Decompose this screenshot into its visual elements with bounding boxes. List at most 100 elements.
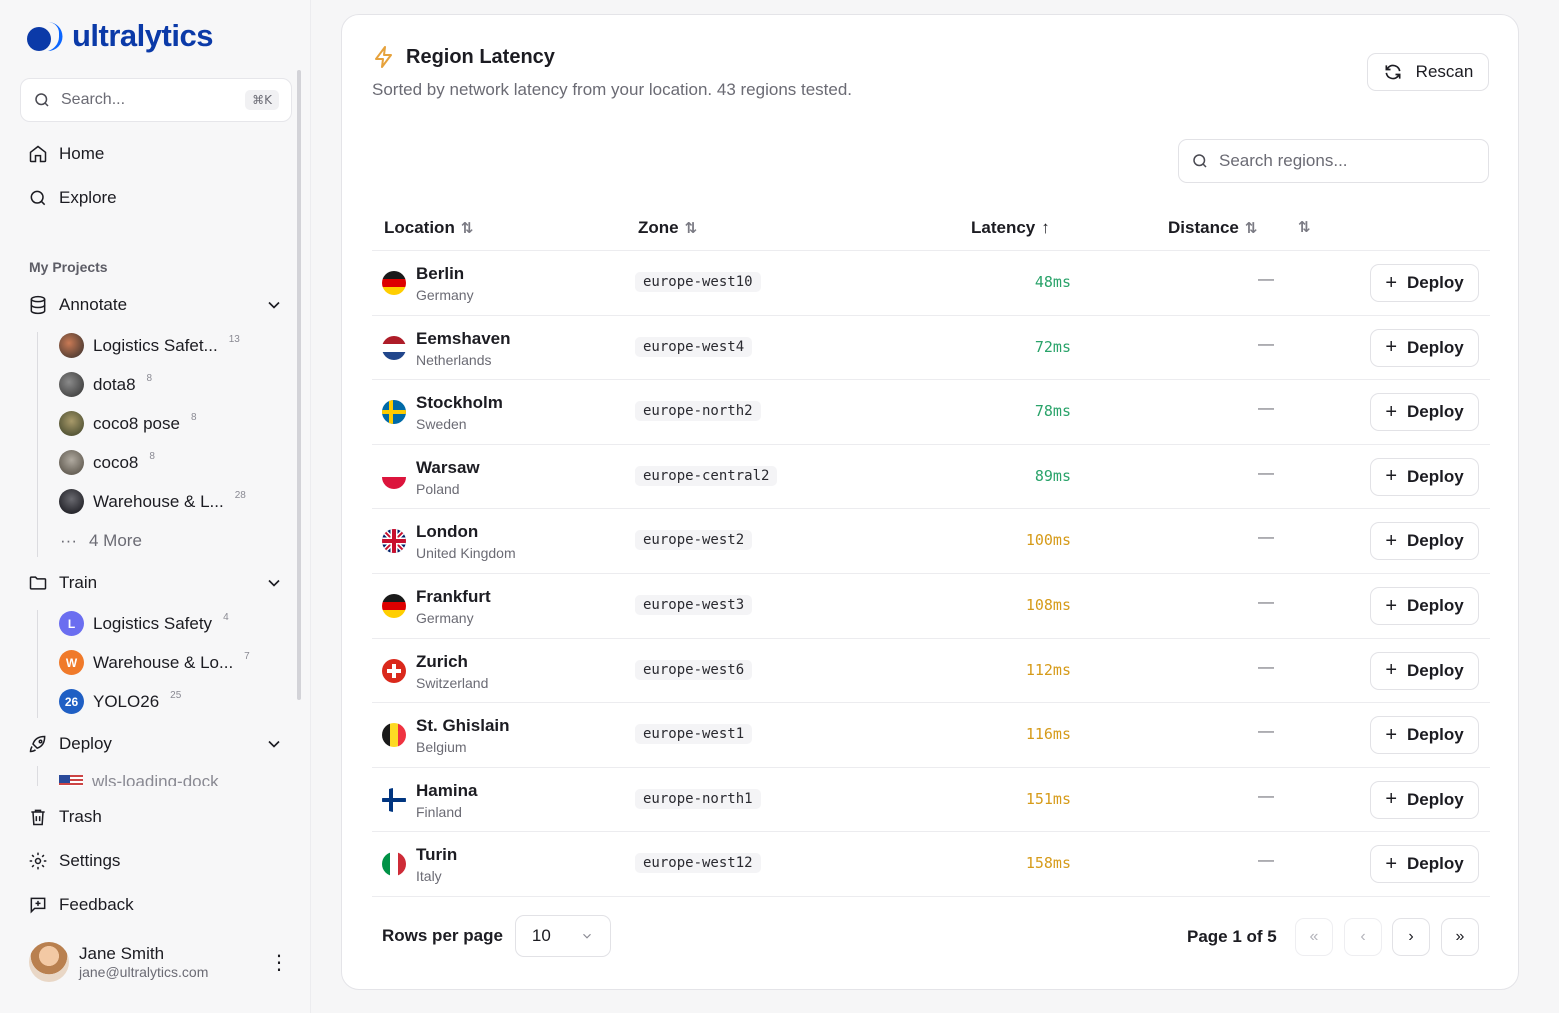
- region-latency: 112ms: [1025, 660, 1071, 679]
- deploy-label: Deploy: [1407, 725, 1464, 745]
- chevron-down-icon[interactable]: [264, 295, 284, 315]
- project-item[interactable]: coco8 pose 8: [59, 411, 197, 436]
- region-city: Berlin: [416, 264, 465, 283]
- sidebar-item-home[interactable]: Home: [28, 144, 104, 164]
- region-latency: 48ms: [1034, 273, 1071, 291]
- rows-per-page-value: 10: [531, 926, 551, 945]
- deploy-button[interactable]: + Deploy: [1370, 457, 1479, 496]
- project-item[interactable]: 26 YOLO26 25: [59, 689, 181, 714]
- project-count: 8: [149, 451, 155, 462]
- user-email: jane@ultralytics.com: [79, 964, 209, 980]
- sidebar-group-deploy[interactable]: Deploy: [28, 734, 284, 754]
- project-label: coco8: [93, 452, 139, 472]
- region-city: Hamina: [416, 780, 478, 800]
- group-label: Train: [59, 573, 98, 592]
- sort-icon: ⇅: [1298, 219, 1311, 236]
- project-item[interactable]: L Logistics Safety 4: [59, 611, 229, 636]
- table-row: St. Ghislain Belgium europe-west1 116ms — + De…: [372, 703, 1490, 768]
- home-icon: [29, 145, 47, 163]
- deploy-label: Deploy: [1407, 531, 1464, 551]
- project-thumbnail: [59, 411, 84, 436]
- rescan-button[interactable]: Rescan: [1367, 53, 1489, 91]
- chevron-down-icon[interactable]: [264, 573, 284, 593]
- region-distance: —: [1258, 852, 1274, 870]
- first-page-button[interactable]: «: [1295, 918, 1333, 956]
- table-row: Stockholm Sweden europe-north2 78ms — + Deploy: [372, 380, 1490, 445]
- table-row: London United Kingdom europe-west2 100ms — + D…: [372, 509, 1490, 574]
- region-zone: europe-north1: [635, 788, 761, 809]
- project-count: 8: [146, 373, 153, 384]
- deploy-button[interactable]: + Deploy: [1370, 716, 1479, 755]
- column-zone[interactable]: Zone ⇅: [638, 218, 697, 238]
- project-item[interactable]: Logistics Safet... 13: [59, 333, 240, 358]
- sidebar-item-trash[interactable]: Trash: [28, 807, 102, 827]
- rescan-label: Rescan: [1415, 62, 1474, 81]
- rows-per-page-select[interactable]: 10: [514, 915, 611, 957]
- sidebar-item-feedback[interactable]: Feedback: [28, 895, 134, 915]
- project-badge: L: [59, 611, 84, 636]
- sidebar-search-input[interactable]: Search... ⌘K: [20, 78, 292, 122]
- rows-per-page-label: Rows per page: [382, 926, 503, 945]
- project-item[interactable]: Warehouse & L... 28: [59, 489, 246, 514]
- column-distance[interactable]: Distance ⇅: [1168, 218, 1257, 238]
- region-search-placeholder: Search regions...: [1219, 151, 1348, 170]
- deploy-button[interactable]: + Deploy: [1370, 522, 1479, 561]
- fi-flag-icon: [382, 787, 406, 812]
- project-item[interactable]: W Warehouse & Lo... 7: [59, 650, 250, 675]
- nl-flag-icon: [382, 335, 406, 360]
- column-extra-sort[interactable]: ⇅: [1298, 218, 1311, 236]
- region-city: Warsaw: [416, 457, 480, 477]
- deploy-button[interactable]: + Deploy: [1370, 393, 1479, 432]
- deploy-button[interactable]: + Deploy: [1370, 587, 1479, 625]
- my-projects-label: My Projects: [29, 259, 108, 275]
- region-latency: 158ms: [1025, 854, 1071, 873]
- region-city: Eemshaven: [416, 328, 511, 348]
- column-location[interactable]: Location ⇅: [384, 218, 473, 238]
- last-page-button[interactable]: »: [1441, 918, 1479, 956]
- sidebar-scrollbar[interactable]: [297, 70, 301, 700]
- project-item[interactable]: dota8 8: [59, 372, 152, 397]
- region-country: Italy: [416, 868, 442, 885]
- tree-line: [37, 332, 38, 557]
- sidebar-item-explore[interactable]: Explore: [28, 188, 117, 208]
- deploy-button[interactable]: + Deploy: [1370, 780, 1479, 819]
- show-more-button[interactable]: ··· 4 More: [60, 531, 142, 551]
- project-count: 25: [170, 690, 182, 701]
- trash-icon: [31, 809, 45, 826]
- next-page-button[interactable]: ›: [1392, 918, 1430, 956]
- deploy-label: Deploy: [1407, 660, 1464, 680]
- prev-page-button[interactable]: ‹: [1344, 918, 1382, 956]
- project-item[interactable]: coco8 8: [59, 450, 155, 475]
- deploy-button[interactable]: + Deploy: [1370, 328, 1479, 367]
- table-header: Location ⇅ Zone ⇅ Latency ↑ Distance ⇅ ⇅: [372, 205, 1490, 251]
- project-label: Logistics Safet...: [93, 335, 218, 355]
- project-label: YOLO26: [93, 691, 160, 711]
- deployment-item[interactable]: wls-loading-dock: [59, 772, 219, 786]
- deploy-button[interactable]: + Deploy: [1370, 845, 1479, 884]
- chevron-down-icon[interactable]: [264, 734, 284, 754]
- project-count: 28: [234, 490, 246, 501]
- deploy-button[interactable]: + Deploy: [1370, 651, 1479, 690]
- project-count: 7: [244, 651, 250, 662]
- sidebar-group-train[interactable]: Train: [28, 573, 284, 593]
- sidebar-item-settings[interactable]: Settings: [28, 851, 120, 871]
- column-label: Location: [384, 218, 455, 237]
- tree-line: [37, 766, 38, 786]
- it-flag-icon: [382, 852, 406, 877]
- table-row: Eemshaven Netherlands europe-west4 72ms — + De…: [372, 316, 1490, 381]
- region-latency: 116ms: [1025, 725, 1071, 744]
- ultralytics-logo[interactable]: ultralytics: [26, 18, 213, 54]
- column-latency[interactable]: Latency ↑: [971, 218, 1050, 238]
- more-vertical-icon[interactable]: ⋮: [269, 951, 289, 974]
- ultralytics-logo-icon: [27, 22, 63, 51]
- user-profile[interactable]: Jane Smith jane@ultralytics.com ⋮: [29, 942, 289, 982]
- sidebar-group-annotate[interactable]: Annotate: [28, 295, 284, 315]
- ellipsis-icon: ···: [60, 531, 77, 550]
- region-search-input[interactable]: Search regions...: [1178, 139, 1489, 183]
- ch-flag-icon: [382, 658, 406, 683]
- database-icon: [30, 295, 46, 315]
- sort-icon: ⇅: [460, 220, 474, 237]
- plus-icon: +: [1385, 723, 1397, 746]
- region-distance: —: [1258, 529, 1274, 547]
- deploy-button[interactable]: + Deploy: [1370, 264, 1479, 302]
